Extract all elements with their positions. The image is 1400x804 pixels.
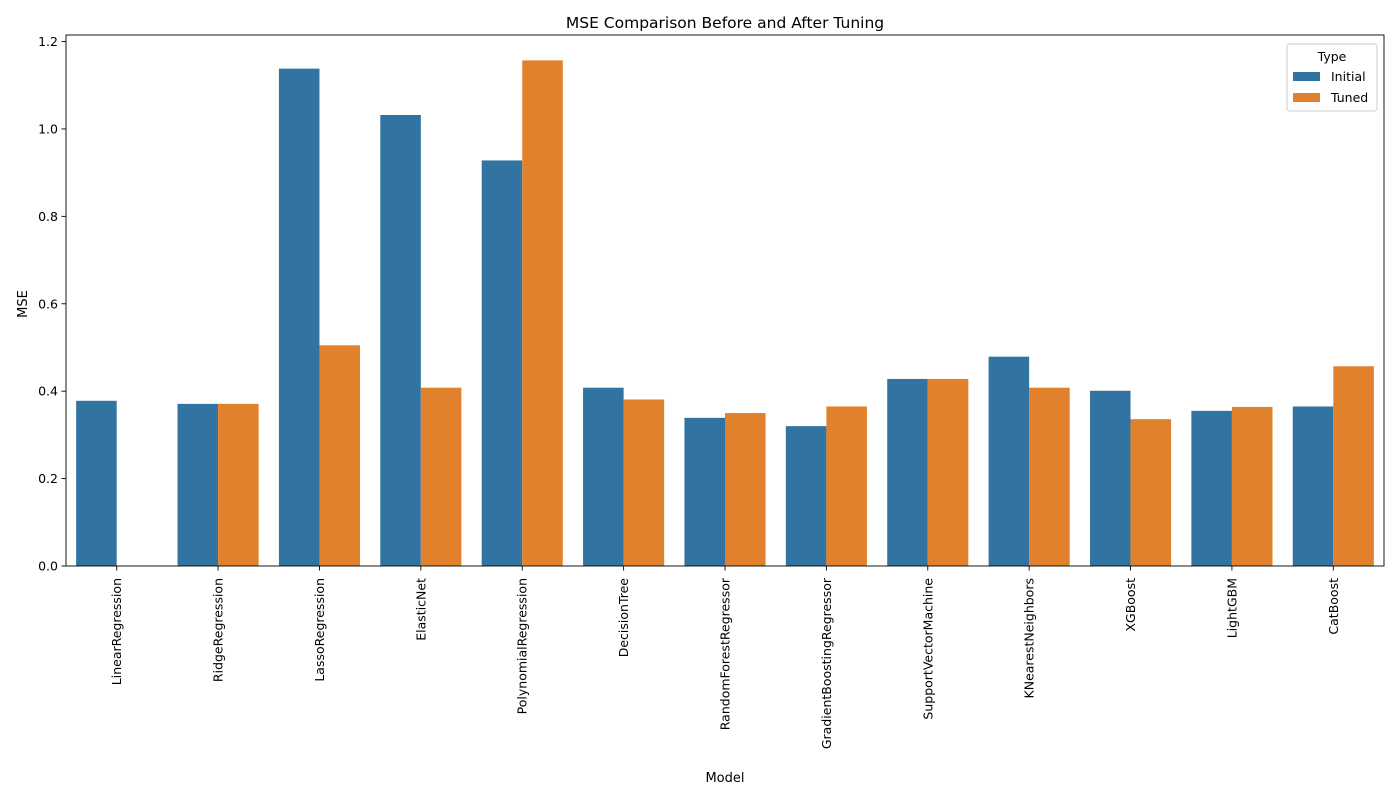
x-ticks-group: LinearRegression RidgeRegression LassoRegr… (109, 566, 1341, 749)
bar-initial-3 (380, 114, 421, 566)
x-tick-label: ElasticNet (413, 578, 428, 641)
bar-tuned-12 (1333, 366, 1374, 566)
x-tick-label: RidgeRegression (211, 578, 226, 682)
x-tick-label: CatBoost (1326, 578, 1341, 635)
bar-tuned-2 (319, 345, 361, 566)
bar-tuned-1 (218, 403, 259, 566)
bar-tuned-3 (420, 387, 462, 566)
bar-tuned-7 (826, 406, 867, 566)
plot-frame (65, 34, 1385, 567)
x-tick-label: KNearestNeighbors (1022, 578, 1037, 698)
bar-initial-2 (278, 68, 320, 567)
x-tick-label: XGBoost (1123, 578, 1138, 632)
y-tick-label: 0.6 (38, 296, 58, 311)
bar-initial-5 (583, 387, 624, 566)
x-tick-label: DecisionTree (616, 578, 631, 658)
bar-initial-6 (684, 417, 725, 566)
y-tick-label: 1.2 (38, 34, 58, 49)
bar-tuned-6 (725, 413, 766, 566)
bar-initial-9 (988, 356, 1030, 566)
y-tick-label: 0.4 (38, 384, 58, 399)
x-tick-label: GradientBoostingRegressor (819, 577, 834, 749)
legend-swatch-initial (1293, 72, 1320, 81)
legend-label-tuned: Tuned (1330, 90, 1368, 105)
bar-initial-8 (887, 378, 928, 566)
y-ticks-group: 0.0 0.2 0.4 0.6 0.8 1.0 1.2 (38, 34, 66, 574)
bar-tuned-4 (522, 60, 563, 566)
y-axis-label: MSE (16, 290, 31, 318)
x-tick-label: LassoRegression (312, 578, 327, 682)
bar-initial-7 (785, 426, 827, 566)
legend: Type Initial Tuned (1286, 43, 1378, 112)
y-tick-label: 0.2 (38, 471, 58, 486)
legend-label-initial: Initial (1331, 69, 1366, 84)
y-tick-label: 1.0 (38, 121, 58, 136)
legend-swatch-tuned (1293, 93, 1320, 102)
bar-initial-4 (481, 160, 523, 566)
bar-tuned-5 (623, 399, 665, 566)
bar-tuned-11 (1231, 406, 1273, 566)
y-tick-label: 0.8 (38, 209, 58, 224)
x-tick-label: SupportVectorMachine (920, 578, 935, 720)
x-tick-label: LightGBM (1224, 578, 1239, 638)
x-tick-label: PolynomialRegression (515, 578, 530, 714)
chart-title: MSE Comparison Before and After Tuning (566, 14, 884, 32)
y-tick-label: 0.0 (38, 559, 58, 574)
bar-initial-1 (177, 403, 219, 566)
bar-tuned-10 (1130, 419, 1172, 566)
bar-tuned-9 (1029, 387, 1070, 566)
bar-initial-0 (76, 400, 117, 566)
x-tick-label: LinearRegression (109, 578, 124, 685)
x-axis-label: Model (705, 771, 744, 786)
bars-group (76, 60, 1374, 567)
bar-tuned-8 (927, 378, 969, 566)
x-tick-label: RandomForestRegressor (718, 577, 733, 730)
legend-title: Type (1317, 49, 1347, 64)
bar-initial-11 (1191, 410, 1232, 566)
bar-initial-12 (1292, 406, 1334, 566)
bar-initial-10 (1089, 390, 1131, 566)
